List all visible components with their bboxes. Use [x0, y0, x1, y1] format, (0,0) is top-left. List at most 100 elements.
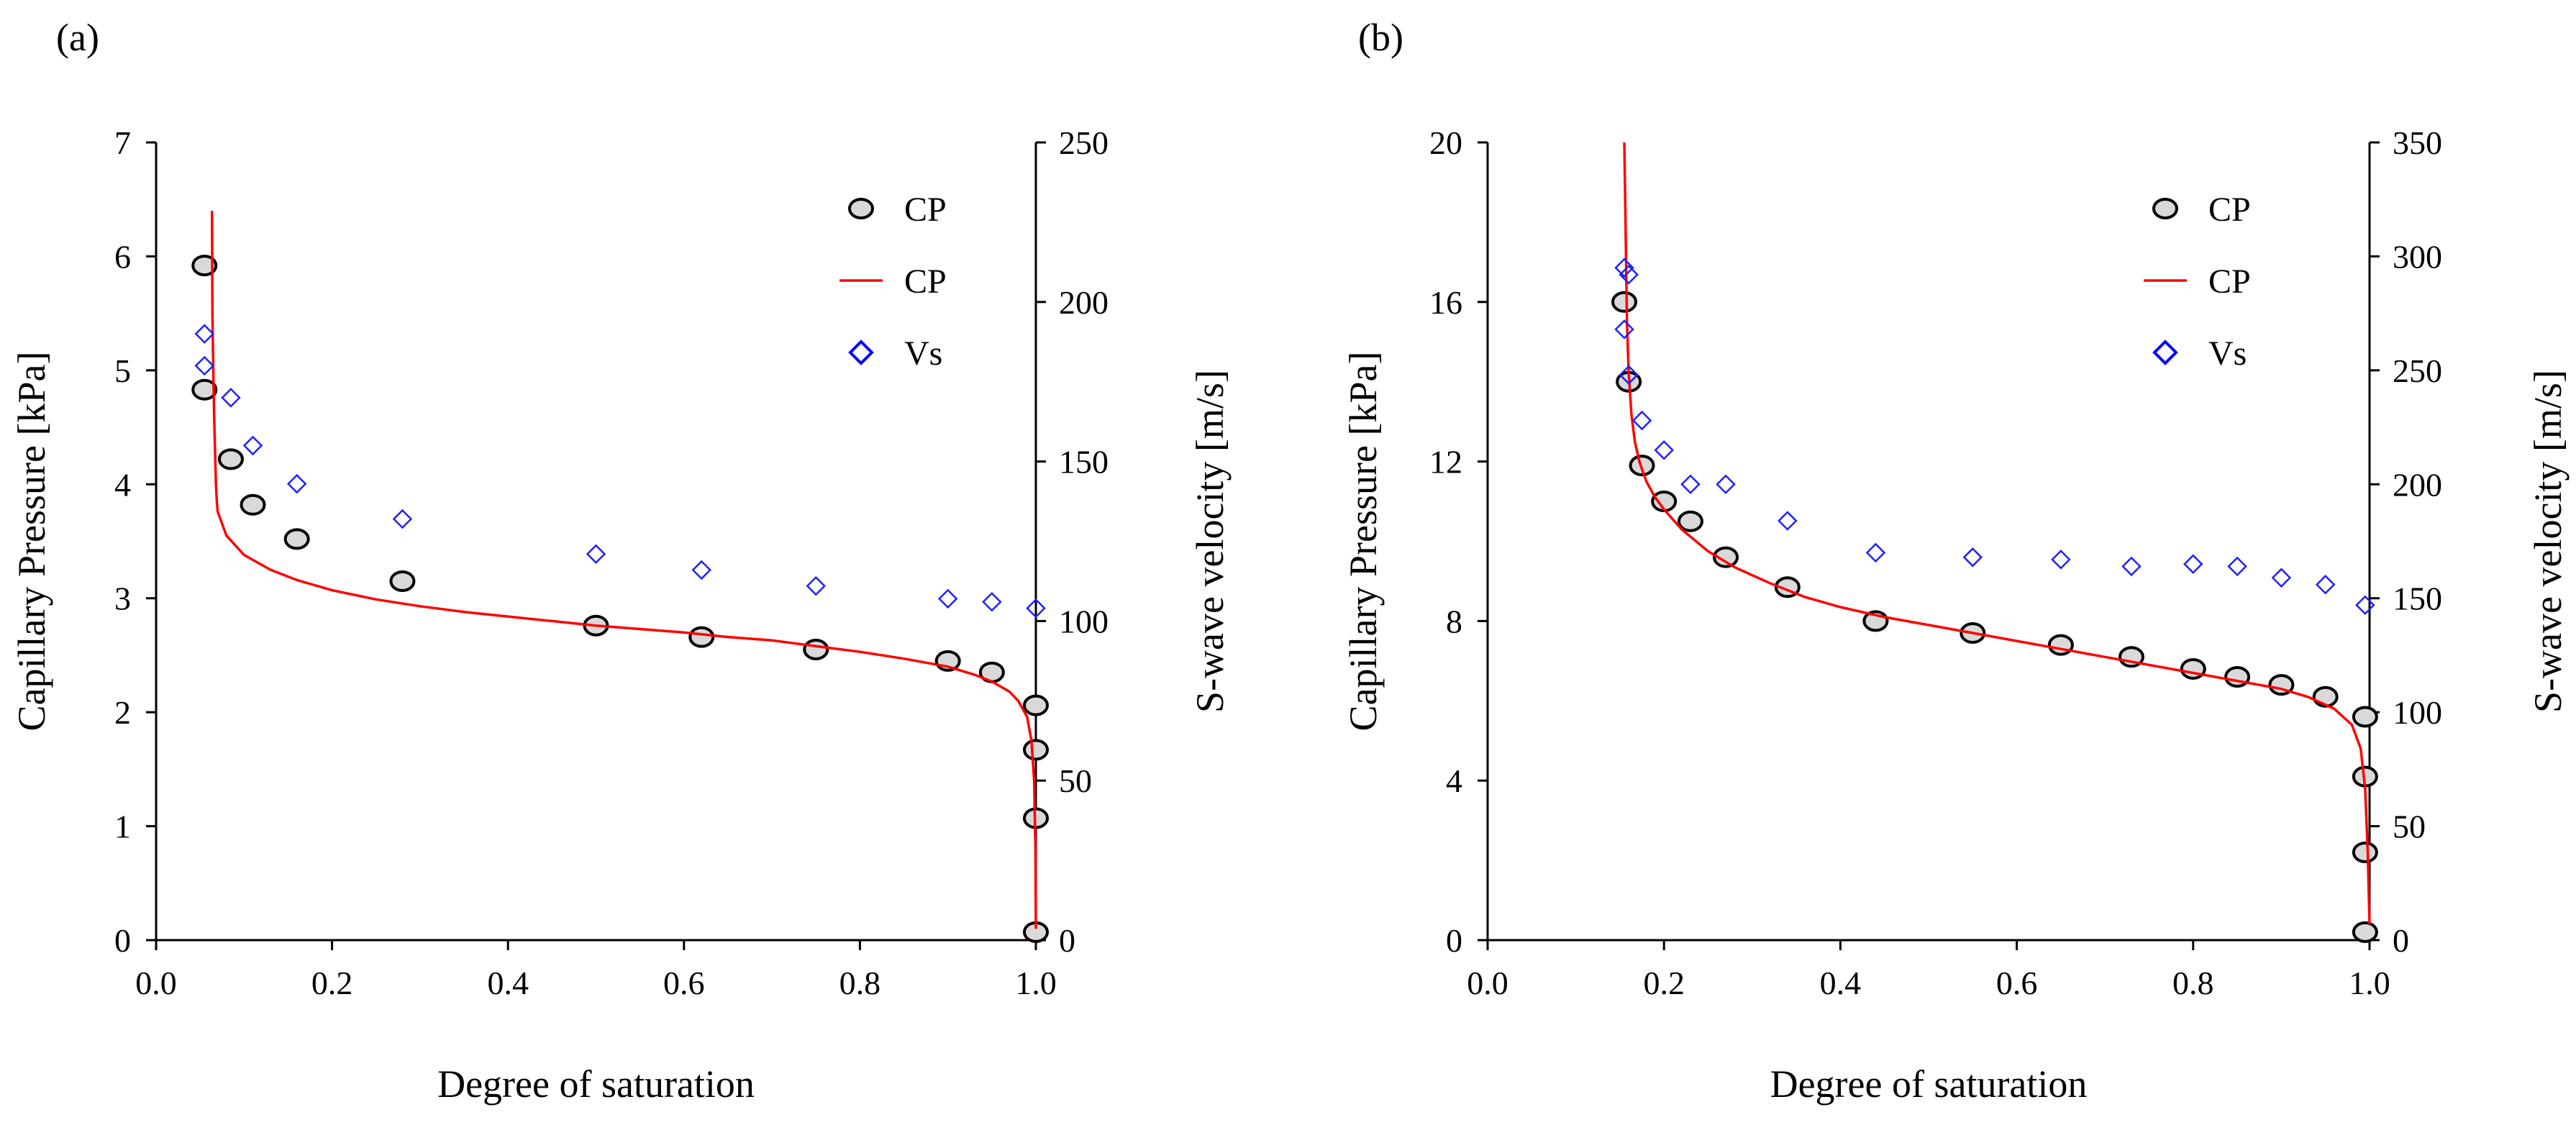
- y-right-tick-label: 100: [2393, 694, 2442, 731]
- vs-data-point: [1716, 474, 1736, 495]
- panel-a: (a)0.0 0.2 0.4 0.6 0.8 1.00123456705010015020…: [10, 16, 1232, 1106]
- vs-data-point: [392, 509, 413, 529]
- cp-data-point: [283, 528, 310, 550]
- vs-data-point: [2271, 568, 2292, 588]
- vs-data-point: [242, 435, 263, 456]
- vs-data-point: [1619, 265, 1639, 285]
- series-cp-line: [1623, 142, 2371, 924]
- cp-data-point: [191, 255, 218, 277]
- x-tick-label: 0.6: [663, 965, 705, 1001]
- vs-data-point: [1631, 410, 1652, 431]
- cp-data-point: [2312, 686, 2339, 708]
- cp-data-point: [389, 570, 416, 592]
- x-tick-label: 0.2: [1643, 965, 1685, 1001]
- series-cp-line: [210, 211, 1037, 929]
- legend-label: CP: [2208, 191, 2251, 229]
- legend-cp-marker-symbol: [848, 198, 874, 219]
- x-tick-label: 1.0: [2349, 965, 2390, 1001]
- y-left-tick-label: 6: [114, 238, 131, 275]
- vs-data-point: [194, 324, 215, 344]
- vs-data-point: [2227, 556, 2247, 577]
- legend-label: CP: [904, 263, 947, 301]
- legend-vs-marker-symbol: [2152, 340, 2178, 365]
- vs-data-point: [1619, 365, 1639, 385]
- vs-data-point: [1614, 319, 1634, 340]
- cp-fit-line: [1623, 142, 2371, 924]
- cp-data-point: [1023, 694, 1049, 716]
- y-left-tick-label: 8: [1446, 603, 1462, 639]
- y-left-tick-label: 12: [1429, 444, 1462, 480]
- series-vs-marker-diamond: [194, 324, 1046, 619]
- y-right-tick-label: 200: [1059, 284, 1109, 321]
- cp-data-point: [688, 626, 715, 648]
- y-left-tick-label: 3: [114, 580, 131, 617]
- vs-data-point: [194, 355, 215, 376]
- vs-data-point: [1654, 439, 1674, 460]
- cp-fit-line: [210, 211, 1037, 929]
- vs-data-point: [1680, 474, 1701, 495]
- y-right-tick-label: 50: [1059, 762, 1092, 799]
- cp-data-point: [1611, 291, 1638, 313]
- cp-data-point: [1713, 546, 1739, 568]
- x-axis-title: Degree of saturation: [1770, 1062, 2088, 1106]
- series-vs-marker-diamond: [1614, 258, 2375, 615]
- y-right-tick-label: 100: [1059, 603, 1109, 639]
- x-tick-label: 0.0: [135, 965, 177, 1001]
- x-tick-label: 0.6: [1996, 965, 2038, 1001]
- y-right-tick-label: 250: [2393, 352, 2442, 389]
- legend-label: CP: [2208, 263, 2251, 301]
- y-left-tick-label: 0: [1446, 922, 1462, 959]
- vs-data-point: [1614, 258, 1634, 278]
- y-left-tick-label: 7: [114, 124, 131, 161]
- cp-data-point: [803, 639, 829, 661]
- x-tick-label: 1.0: [1015, 965, 1057, 1001]
- y-left-tick-label: 5: [114, 352, 131, 389]
- cp-data-point: [1023, 739, 1049, 761]
- panel-b: (b)0.0 0.2 0.4 0.6 0.8 1.00481216200501001502…: [1342, 16, 2570, 1106]
- x-tick-label: 0.8: [2172, 965, 2214, 1001]
- legend-label: CP: [904, 191, 947, 229]
- y-axis-right-title: S-wave velocity [m/s]: [2526, 370, 2570, 713]
- vs-data-point: [1962, 547, 1983, 568]
- y-right-tick-label: 0: [2393, 922, 2409, 959]
- vs-data-point: [1026, 598, 1046, 619]
- y-left-tick-label: 0: [114, 922, 131, 959]
- vs-data-point: [221, 388, 241, 408]
- y-right-tick-label: 50: [2393, 809, 2426, 845]
- panel-label: (b): [1358, 16, 1403, 59]
- y-axis-right-title: S-wave velocity [m/s]: [1188, 370, 1232, 713]
- x-tick-label: 0.4: [1820, 965, 1862, 1001]
- series-cp-marker-circle: [1611, 291, 2378, 943]
- x-tick-label: 0.4: [487, 965, 529, 1001]
- cp-data-point: [1677, 510, 1703, 532]
- panel-label: (a): [56, 16, 99, 59]
- y-right-tick-label: 250: [1059, 124, 1109, 161]
- legend: CP CP Vs: [839, 191, 947, 373]
- y-right-tick-label: 150: [1059, 444, 1109, 480]
- legend-label: Vs: [904, 334, 942, 373]
- cp-data-point: [2352, 706, 2378, 728]
- y-right-tick-label: 200: [2393, 466, 2442, 503]
- legend-vs-marker-symbol: [848, 340, 874, 365]
- y-axis-left-title: Capillary Pressure [kPa]: [1342, 352, 1385, 732]
- vs-data-point: [691, 560, 712, 580]
- cp-data-point: [191, 378, 218, 401]
- vs-data-point: [286, 473, 307, 494]
- y-left-tick-label: 16: [1429, 284, 1462, 321]
- cp-data-point: [2352, 921, 2378, 943]
- y-right-tick-label: 300: [2393, 238, 2442, 275]
- vs-data-point: [2315, 574, 2336, 595]
- x-axis-title: Degree of saturation: [437, 1062, 755, 1106]
- vs-data-point: [806, 575, 827, 596]
- vs-data-point: [2355, 595, 2375, 615]
- x-tick-label: 0.2: [311, 965, 353, 1001]
- x-tick-label: 0.8: [839, 965, 881, 1001]
- vs-data-point: [1865, 542, 1886, 563]
- cp-data-point: [217, 448, 244, 470]
- y-right-tick-label: 350: [2393, 124, 2442, 161]
- legend-cp-marker-symbol: [2152, 198, 2178, 219]
- vs-data-point: [1778, 511, 1798, 531]
- vs-data-point: [982, 592, 1002, 612]
- y-left-tick-label: 1: [114, 809, 131, 845]
